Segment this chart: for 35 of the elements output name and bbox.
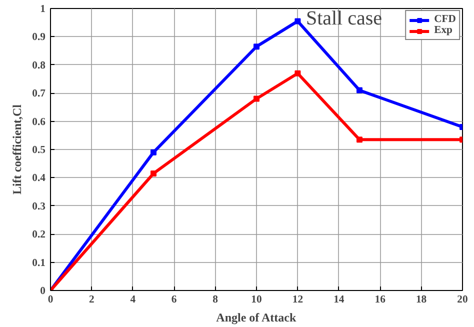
y-tick-label: 0.9	[32, 32, 46, 44]
x-tick-label: 14	[334, 294, 345, 306]
point	[294, 18, 301, 24]
point	[294, 70, 301, 76]
point	[150, 170, 156, 176]
x-tick-label: 0	[48, 294, 54, 306]
y-tick-label: 0.5	[32, 145, 46, 156]
y-tick-label: 0.6	[32, 116, 46, 128]
x-tick-label: 6	[171, 294, 178, 306]
x-tick-label: 20	[457, 294, 468, 306]
y-tick-label: 0.1	[32, 258, 46, 269]
point	[254, 44, 260, 50]
x-tick-label: 8	[212, 294, 218, 306]
legend-label: Exp	[434, 25, 454, 36]
x-tick-label: 18	[416, 294, 427, 306]
annotation: Stall case	[306, 8, 382, 30]
point	[150, 149, 156, 156]
x-tick-label: 4	[130, 294, 136, 306]
x-tick-label: 16	[374, 294, 386, 306]
y-tick-label: 0.7	[32, 88, 46, 100]
y-tick-label: 0.2	[32, 230, 46, 241]
y-tick-label: 0.3	[32, 201, 46, 212]
point	[356, 136, 362, 143]
y-tick-label: 0.4	[32, 173, 46, 184]
y-tick-label: 1	[40, 4, 46, 15]
x-tick-label: 10	[251, 294, 262, 306]
y-tick-label: 0	[40, 286, 46, 297]
point	[254, 96, 260, 102]
legend-label: CFD	[434, 14, 456, 25]
x-tick-label: 2	[89, 294, 94, 306]
x-axis-title: Angle of Attack	[216, 310, 296, 324]
y-tick-label: 0.8	[32, 60, 46, 72]
y-axis-title: Lift coefficient,Cl	[10, 104, 24, 194]
x-tick-label: 12	[292, 294, 304, 306]
point	[356, 87, 362, 94]
